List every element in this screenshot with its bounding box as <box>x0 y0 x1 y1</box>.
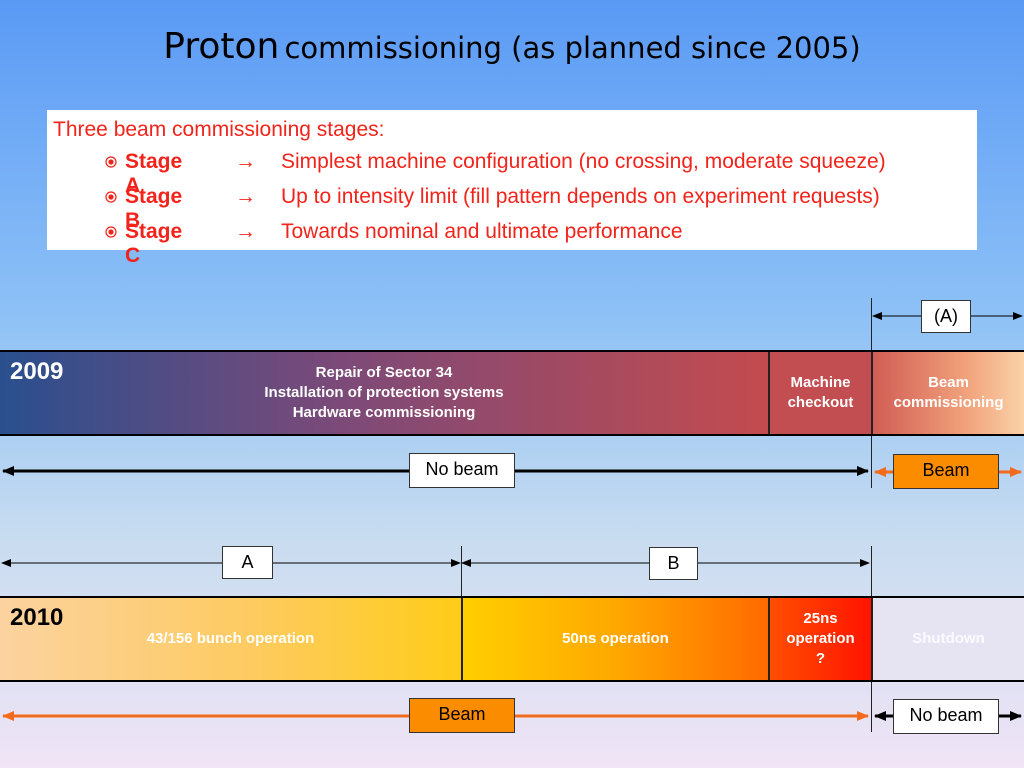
no-beam-label-2010: No beam <box>893 699 999 734</box>
segment-line: operation <box>786 629 855 647</box>
stages-box: Three beam commissioning stages: Stage A… <box>47 110 977 267</box>
timeline-row-2009: 2009 Repair of Sector 34 Installation of… <box>0 350 1024 436</box>
segment-repair: Repair of Sector 34 Installation of prot… <box>0 352 768 434</box>
arrow-icon: → <box>235 150 256 173</box>
segment-50ns-operation: 50ns operation <box>461 598 768 680</box>
segment-line: Hardware commissioning <box>292 404 476 422</box>
segment-bunch-operation: 43/156 bunch operation <box>0 598 461 680</box>
segment-label: 50ns operation <box>562 629 669 647</box>
title-main: Proton <box>163 26 280 67</box>
stage-desc: Up to intensity limit (fill pattern depe… <box>281 185 880 208</box>
bullet-icon <box>105 226 117 238</box>
bullet-icon <box>105 191 117 203</box>
no-beam-label-2009: No beam <box>409 453 515 488</box>
segment-label: Shutdown <box>912 629 985 647</box>
segment-label: Machine checkout <box>787 373 854 411</box>
segment-machine-checkout: Machine checkout <box>768 352 871 434</box>
year-label: 2010 <box>10 604 64 631</box>
stage-name: Stage A <box>125 150 183 197</box>
segment-label: 43/156 bunch operation <box>146 629 315 647</box>
segment-line: Installation of protection systems <box>264 383 504 401</box>
segment-label: Beam commissioning <box>893 373 1004 411</box>
stage-a-label-2010: A <box>222 546 273 579</box>
segment-shutdown: Shutdown <box>871 598 1024 680</box>
divider-line <box>461 546 462 598</box>
segment-line: ? <box>815 650 826 668</box>
stage-name: Stage B <box>125 185 183 232</box>
arrow-icon: → <box>235 220 256 243</box>
stage-b-label-2010: B <box>649 547 698 580</box>
stage-name: Stage C <box>125 220 183 267</box>
stage-desc: Simplest machine configuration (no cross… <box>281 150 886 173</box>
segment-line: 25ns <box>803 609 838 627</box>
bullet-icon <box>105 156 117 168</box>
stage-desc: Towards nominal and ultimate performance <box>281 220 683 243</box>
stages-heading: Three beam commissioning stages: <box>53 118 385 141</box>
beam-label-2009: Beam <box>893 454 999 489</box>
segment-line: Repair of Sector 34 <box>315 363 453 381</box>
arrow-icon: → <box>235 185 256 208</box>
year-label: 2009 <box>10 358 64 385</box>
beam-label-2010: Beam <box>409 698 515 733</box>
page-title: Proton commissioning (as planned since 2… <box>0 26 1024 67</box>
stage-a-label-2009: (A) <box>921 300 971 333</box>
timeline-row-2010: 2010 43/156 bunch operation 50ns operati… <box>0 596 1024 682</box>
title-rest: commissioning (as planned since 2005) <box>284 31 861 65</box>
segment-25ns-operation: 25ns operation ? <box>768 598 871 680</box>
segment-beam-commissioning: Beam commissioning <box>871 352 1024 434</box>
